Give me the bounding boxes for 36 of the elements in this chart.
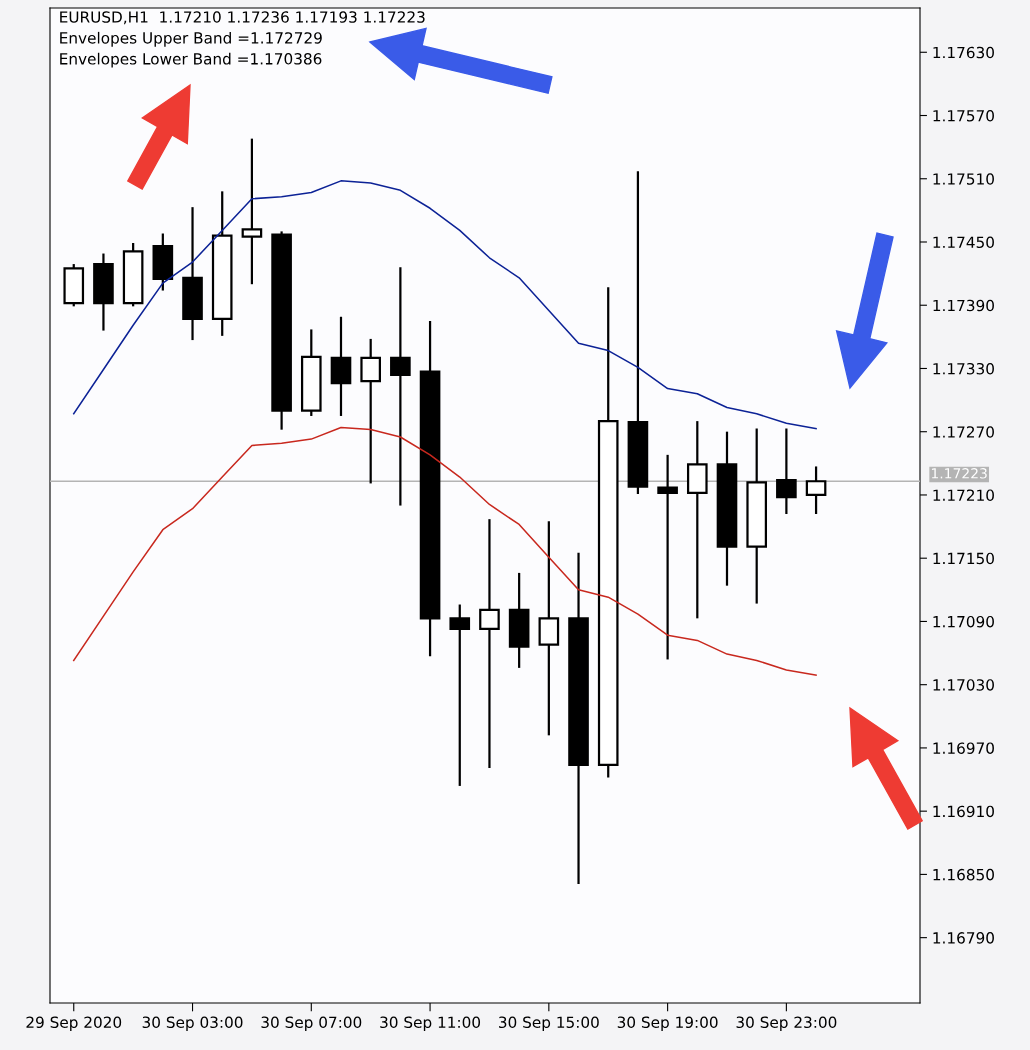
x-tick-label: 30 Sep 15:00: [499, 1016, 599, 1031]
y-tick-label: 1.16910: [933, 805, 994, 818]
candlestick: [776, 428, 797, 514]
y-tick-label: 1.17390: [933, 299, 994, 312]
x-tick-label: 30 Sep 23:00: [736, 1016, 837, 1031]
candlestick: [805, 466, 827, 514]
line-series: [72, 426, 817, 676]
ref-line-label: 1.17223: [931, 468, 987, 479]
candlestick: [360, 338, 381, 484]
y-tick-label: 1.17150: [933, 552, 994, 565]
y-tick-label: 1.17570: [933, 109, 994, 122]
x-tick-label: 30 Sep 11:00: [380, 1016, 481, 1031]
candlestick: [479, 519, 500, 769]
y-tick-label: 1.16790: [933, 932, 994, 944]
y-tick-label: 1.17450: [933, 236, 994, 249]
annotation: Envelopes Lower Band =1.170386: [60, 52, 322, 68]
x-tick-label: 29 Sep 2020: [26, 1016, 122, 1031]
y-tick-label: 1.16850: [933, 868, 994, 881]
y-tick-label: 1.17630: [933, 46, 994, 59]
y-tick-label: 1.16970: [933, 742, 994, 754]
candlestick: [241, 138, 263, 285]
y-tick-label: 1.17330: [933, 362, 994, 375]
x-tick-label: 30 Sep 07:00: [261, 1016, 362, 1031]
candlestick: [390, 267, 411, 506]
chart-title: EURUSD,H1 1.17210 1.17236 1.17193 1.17223: [60, 11, 425, 25]
y-tick-label: 1.17210: [933, 489, 994, 501]
y-tick-label: 1.17510: [933, 173, 994, 185]
line-series: [72, 180, 817, 430]
y-tick-label: 1.17270: [933, 426, 994, 438]
candlestick: [657, 454, 678, 660]
annotation: Envelopes Upper Band =1.172729: [60, 31, 322, 47]
y-tick-label: 1.17030: [933, 679, 994, 691]
x-tick-label: 30 Sep 03:00: [142, 1016, 243, 1031]
candlestick: [449, 604, 471, 786]
y-tick-label: 1.17090: [933, 615, 994, 628]
x-tick-label: 30 Sep 19:00: [617, 1016, 718, 1031]
